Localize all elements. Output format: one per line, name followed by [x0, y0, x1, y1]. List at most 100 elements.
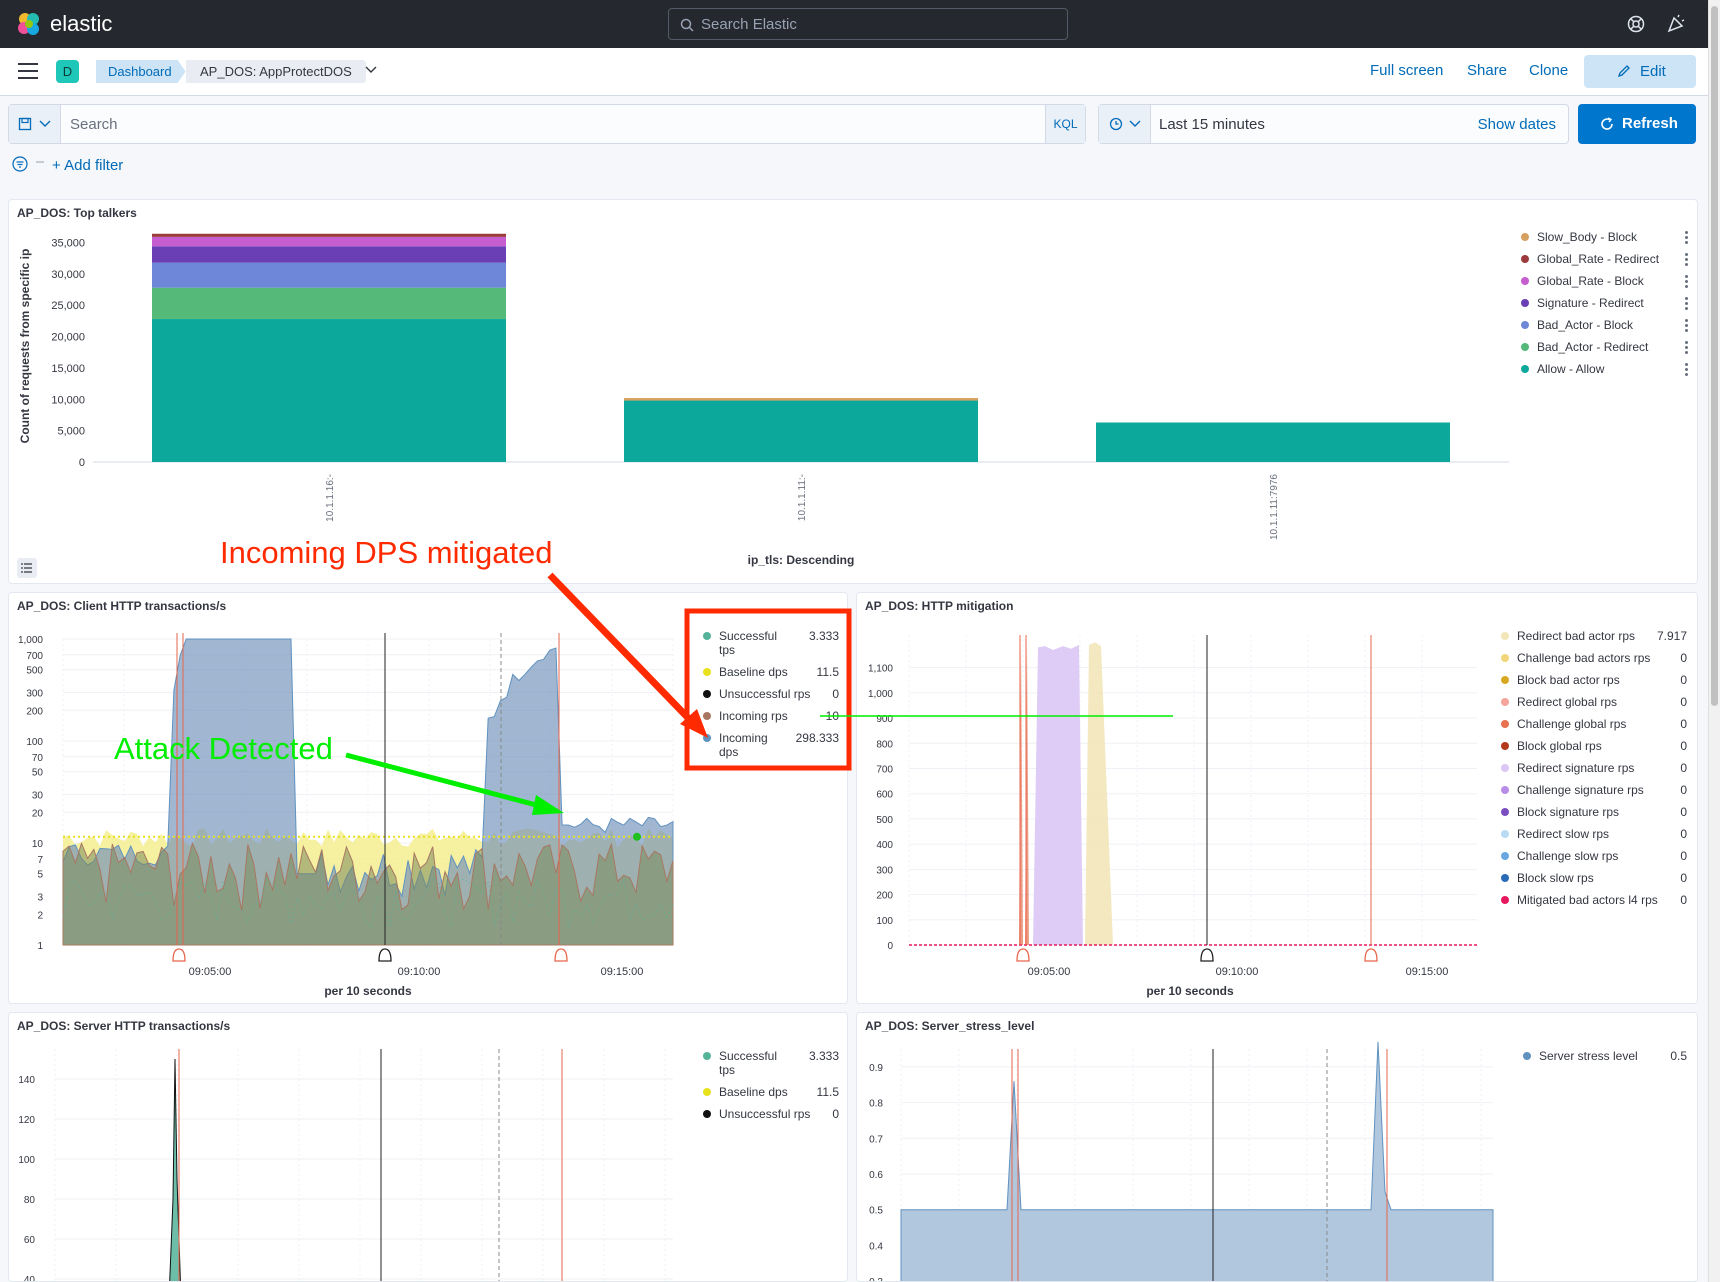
legend-item[interactable]: Challenge bad actors rps: [1501, 651, 1650, 665]
show-dates-link[interactable]: Show dates: [1477, 116, 1556, 133]
brand-name[interactable]: elastic: [50, 11, 113, 36]
quick-time-menu[interactable]: [1099, 105, 1151, 143]
legend-label: Block global rps: [1517, 739, 1602, 753]
help-icon[interactable]: [1626, 14, 1646, 34]
legend-item[interactable]: Block signature rps: [1501, 805, 1619, 819]
y-tick-label: 35,000: [51, 238, 85, 250]
x-tick-label: 10.1.1.11:-: [797, 474, 808, 521]
legend-swatch: [1521, 321, 1529, 329]
query-input[interactable]: Search: [70, 116, 118, 133]
chevron-down-icon[interactable]: [364, 65, 378, 75]
edit-button[interactable]: Edit: [1584, 55, 1696, 88]
legend-item[interactable]: Redirect bad actor rps: [1501, 629, 1635, 643]
legend-item[interactable]: Baseline dps: [703, 665, 788, 679]
y-tick-label: 900: [876, 714, 893, 725]
legend-value: 11.5: [816, 665, 839, 679]
legend-item[interactable]: Redirect slow rps: [1501, 827, 1609, 841]
bell-icon: [378, 948, 392, 962]
scrollbar-thumb[interactable]: [1711, 6, 1718, 706]
pencil-icon: [1617, 65, 1630, 78]
space-avatar[interactable]: D: [56, 60, 79, 83]
y-tick-label: 30: [32, 790, 44, 801]
filter-icon[interactable]: [12, 156, 46, 172]
client-transactions-chart: 1,000 700 500 300 200 100 70 50 30 20 10 7 5 3 2 1 09:05…: [18, 633, 674, 998]
y-tick-label: 2: [37, 910, 43, 921]
legend-item[interactable]: Successful tps: [703, 1049, 777, 1077]
legend-options-icon[interactable]: [1685, 275, 1689, 290]
legend-item[interactable]: Signature - Redirect: [1521, 296, 1644, 310]
elastic-logo-icon[interactable]: [16, 11, 42, 37]
legend-label: Bad_Actor - Block: [1537, 318, 1634, 332]
share-link[interactable]: Share: [1467, 62, 1508, 79]
panel-title: AP_DOS: Top talkers: [17, 206, 137, 220]
legend-item[interactable]: Block slow rps: [1501, 871, 1594, 885]
legend-label: Global_Rate - Block: [1537, 274, 1644, 288]
time-range-value[interactable]: Last 15 minutes: [1159, 116, 1265, 133]
y-tick-label: 0.3: [869, 1277, 883, 1282]
breadcrumb-dashboard[interactable]: Dashboard: [96, 60, 186, 83]
legend-item[interactable]: Challenge signature rps: [1501, 783, 1644, 797]
legend-label: Block slow rps: [1517, 871, 1594, 885]
legend-item[interactable]: Bad_Actor - Redirect: [1521, 340, 1648, 354]
legend-swatch: [1501, 676, 1509, 684]
legend-item[interactable]: Successful tps: [703, 629, 777, 657]
chevron-down-icon: [1129, 120, 1141, 127]
global-search-input[interactable]: Search Elastic: [668, 8, 1068, 40]
fullscreen-link[interactable]: Full screen: [1370, 62, 1444, 79]
legend-item[interactable]: Mitigated bad actors l4 rps: [1501, 893, 1658, 907]
legend-item[interactable]: Block global rps: [1501, 739, 1602, 753]
legend-label: Redirect global rps: [1517, 695, 1618, 709]
legend-options-icon[interactable]: [1685, 297, 1689, 312]
legend-item[interactable]: Unsuccessful rps: [703, 687, 810, 701]
page-scrollbar[interactable]: [1708, 0, 1720, 1282]
legend-options-icon[interactable]: [1685, 231, 1689, 246]
menu-icon[interactable]: [18, 63, 38, 81]
legend-value: 0: [832, 1107, 839, 1121]
legend-toggle-icon[interactable]: [17, 558, 37, 578]
legend-options-icon[interactable]: [1685, 319, 1689, 334]
y-tick-label: 700: [876, 764, 893, 775]
legend-item[interactable]: Incoming dps: [703, 731, 768, 759]
legend-item[interactable]: Baseline dps: [703, 1085, 788, 1099]
legend-options-icon[interactable]: [1685, 341, 1689, 356]
legend-item[interactable]: Unsuccessful rps: [703, 1107, 810, 1121]
legend-item[interactable]: Bad_Actor - Block: [1521, 318, 1633, 332]
y-tick-label: 300: [876, 865, 893, 876]
kql-toggle[interactable]: KQL: [1045, 105, 1085, 143]
legend-value: 0: [1680, 893, 1687, 907]
legend-item[interactable]: Challenge global rps: [1501, 717, 1626, 731]
legend-item[interactable]: Server stress level: [1523, 1049, 1638, 1063]
bar-segment: [152, 287, 506, 320]
legend-swatch: [1501, 698, 1509, 706]
legend-value: 0: [1680, 739, 1687, 753]
legend-item[interactable]: Redirect global rps: [1501, 695, 1617, 709]
panel-server-transactions: AP_DOS: Server HTTP transactions/s 140 12…: [8, 1012, 848, 1282]
legend-label: Unsuccessful rps: [719, 687, 811, 701]
legend-item[interactable]: Redirect signature rps: [1501, 761, 1634, 775]
legend-options-icon[interactable]: [1685, 363, 1689, 378]
legend-item[interactable]: Slow_Body - Block: [1521, 230, 1637, 244]
clone-link[interactable]: Clone: [1529, 62, 1569, 79]
legend-item[interactable]: Challenge slow rps: [1501, 849, 1618, 863]
legend-label: Challenge slow rps: [1517, 849, 1619, 863]
legend-swatch: [1501, 830, 1509, 838]
legend-swatch: [1501, 764, 1509, 772]
legend-value: 0: [1680, 695, 1687, 709]
legend-item[interactable]: Allow - Allow: [1521, 362, 1604, 376]
legend-label: Bad_Actor - Redirect: [1537, 340, 1649, 354]
y-tick-label: 140: [18, 1075, 35, 1086]
legend-item[interactable]: Block bad actor rps: [1501, 673, 1620, 687]
y-tick-label: 0: [79, 457, 85, 469]
legend-label: Incoming: [719, 731, 768, 745]
legend-options-icon[interactable]: [1685, 253, 1689, 268]
legend-item[interactable]: Global_Rate - Block: [1521, 274, 1644, 288]
legend-swatch: [1501, 896, 1509, 904]
server-transactions-chart: 140 120 100 80 60 40: [18, 1049, 673, 1281]
saved-query-menu[interactable]: [9, 105, 61, 143]
redirect-bad-actor-area: [1085, 642, 1113, 945]
refresh-button[interactable]: Refresh: [1578, 104, 1696, 144]
legend-item[interactable]: Incoming rps: [703, 709, 788, 723]
legend-item[interactable]: Global_Rate - Redirect: [1521, 252, 1659, 266]
add-filter-button[interactable]: + Add filter: [52, 157, 124, 174]
newsfeed-icon[interactable]: [1666, 14, 1686, 34]
